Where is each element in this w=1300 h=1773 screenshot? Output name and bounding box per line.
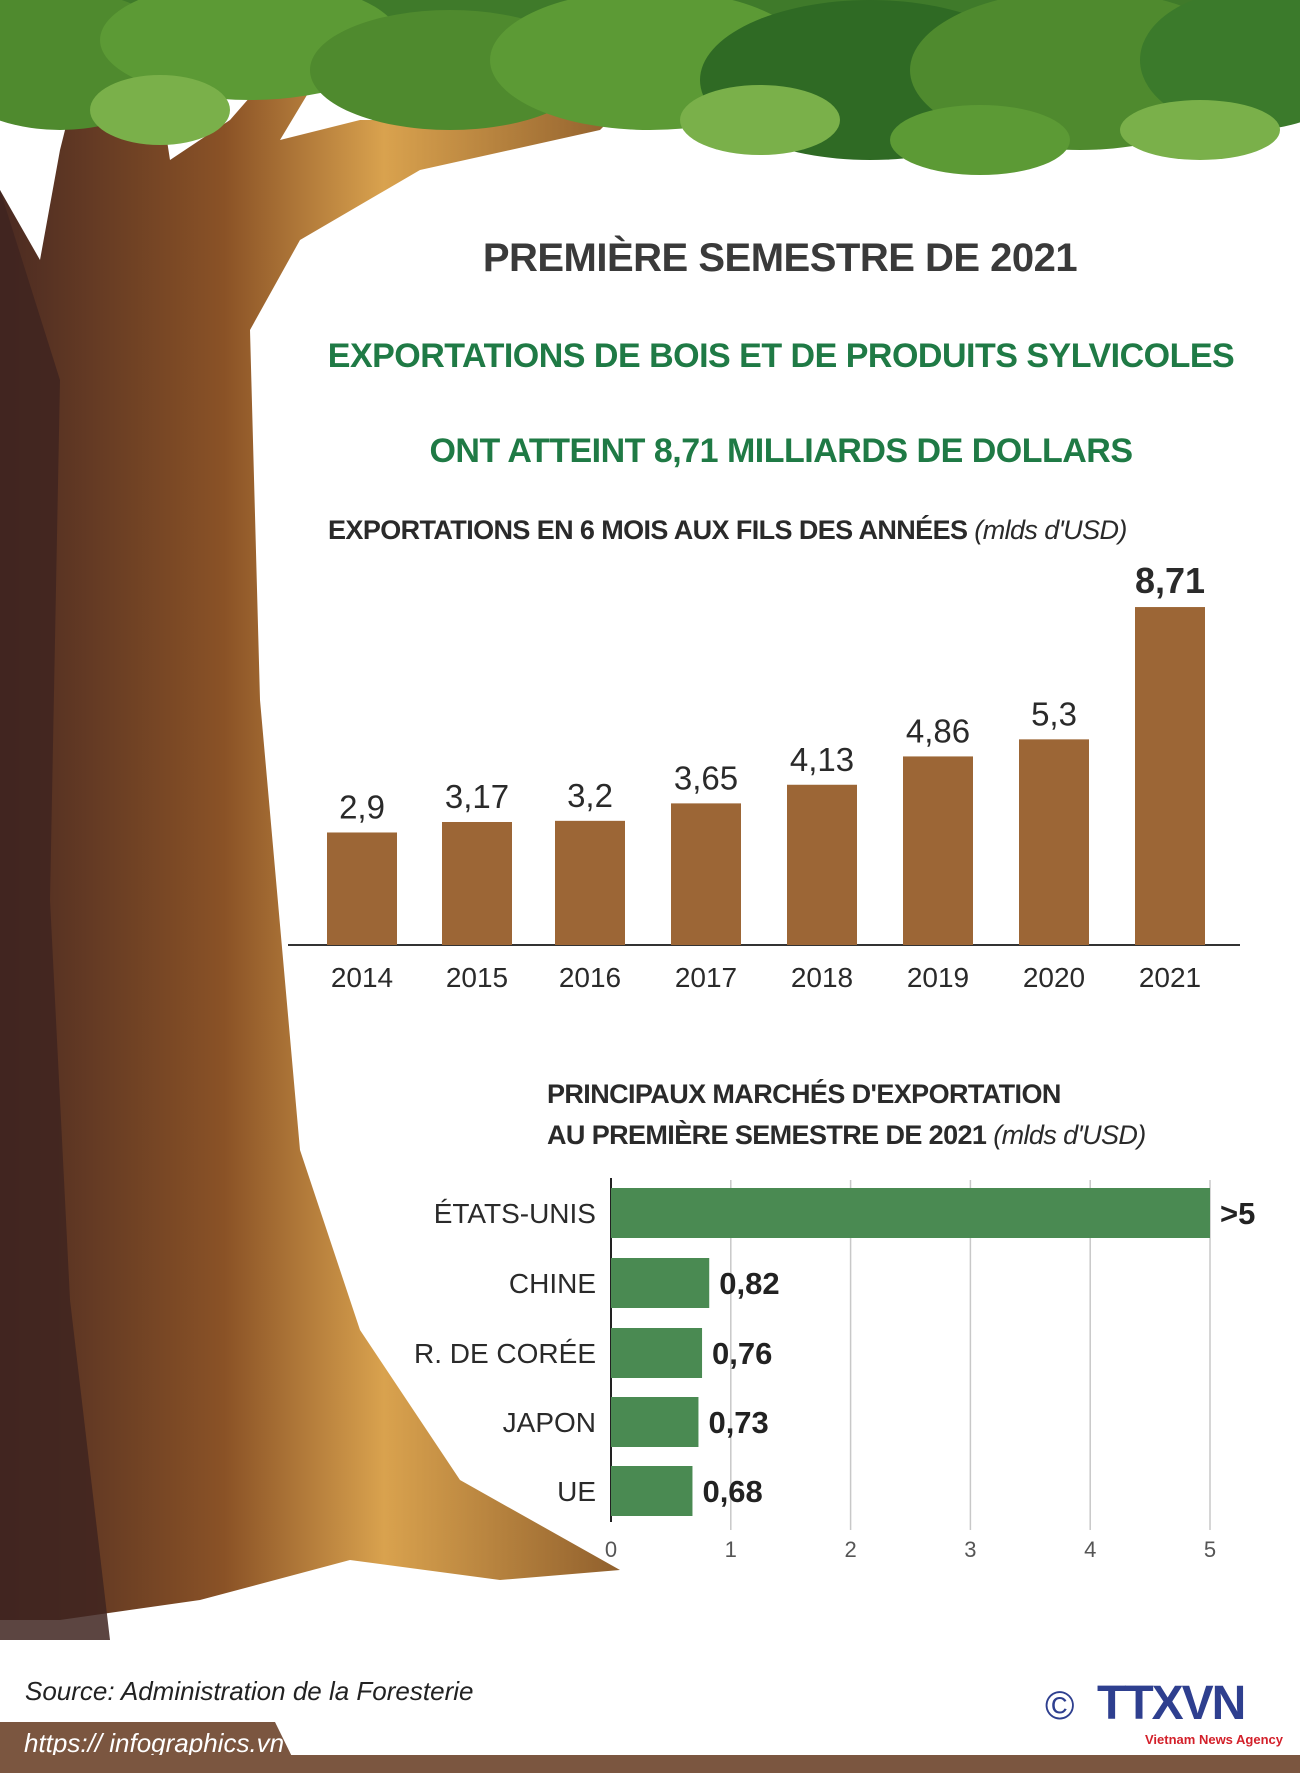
market-bar	[611, 1397, 699, 1447]
logo-subtext: Vietnam News Agency	[1145, 1732, 1283, 1747]
page-title: PREMIÈRE SEMESTRE DE 2021	[482, 236, 1078, 280]
year-tick-label: 2017	[675, 962, 737, 993]
bar-value-label: 3,2	[567, 777, 613, 814]
bar-2019	[903, 756, 973, 945]
bar-value-label: 5,3	[1031, 695, 1077, 732]
bar-2014	[327, 832, 397, 945]
market-value-label: 0,68	[702, 1474, 762, 1509]
logo-text: TTXVN	[1097, 1677, 1246, 1730]
market-category-label: JAPON	[503, 1407, 596, 1438]
market-category-label: CHINE	[509, 1268, 596, 1299]
x-tick-label: 2	[844, 1537, 856, 1562]
bar-2018	[787, 784, 857, 945]
tree-illustration	[0, 0, 1300, 1640]
market-bar	[611, 1328, 703, 1378]
market-category-label: ÉTATS-UNIS	[434, 1198, 596, 1229]
headline-line-2: ONT ATTEINT 8,71 MILLIARDS DE DOLLARS	[429, 432, 1133, 470]
year-tick-label: 2014	[331, 962, 393, 993]
bar-value-label: 4,13	[790, 741, 854, 778]
market-value-label: >5	[1220, 1196, 1255, 1231]
year-tick-label: 2021	[1139, 962, 1201, 993]
year-tick-label: 2019	[907, 962, 969, 993]
bar-value-label: 8,71	[1135, 560, 1205, 601]
year-tick-label: 2018	[791, 962, 853, 993]
x-tick-label: 4	[1084, 1537, 1096, 1562]
market-chart-title-line1: PRINCIPAUX MARCHÉS D'EXPORTATION	[547, 1079, 1061, 1109]
bar-value-label: 2,9	[339, 788, 385, 825]
market-chart-title-line2: AU PREMIÈRE SEMESTRE DE 2021	[547, 1120, 987, 1150]
bar-2015	[442, 822, 512, 945]
market-bar	[611, 1188, 1210, 1238]
website-link[interactable]: https:// infographics.vn	[24, 1728, 285, 1758]
x-tick-label: 5	[1204, 1537, 1216, 1562]
bar-2017	[671, 803, 741, 945]
bar-2021	[1135, 607, 1205, 945]
year-tick-label: 2016	[559, 962, 621, 993]
market-chart-title: PRINCIPAUX MARCHÉS D'EXPORTATION AU PREM…	[547, 1074, 1146, 1156]
market-chart-unit: (mlds d'USD)	[993, 1120, 1146, 1150]
bar-chart-title: EXPORTATIONS EN 6 MOIS AUX FILS DES ANNÉ…	[328, 515, 1127, 546]
market-value-label: 0,73	[708, 1405, 768, 1440]
bar-2020	[1019, 739, 1089, 945]
x-tick-label: 0	[605, 1537, 617, 1562]
copyright-icon: ©	[1045, 1684, 1075, 1728]
source-note: Source: Administration de la Foresterie	[25, 1676, 474, 1706]
market-category-label: R. DE CORÉE	[414, 1338, 596, 1369]
bar-chart-title-text: EXPORTATIONS EN 6 MOIS AUX FILS DES ANNÉ…	[328, 515, 968, 545]
headline-line-1: EXPORTATIONS DE BOIS ET DE PRODUITS SYLV…	[327, 337, 1235, 375]
market-bar	[611, 1466, 693, 1516]
canopy-leaves	[0, 0, 1300, 175]
bar-value-label: 3,65	[674, 759, 738, 796]
trunk-shape	[0, 30, 640, 1620]
trunk-shadow	[0, 190, 110, 1640]
bar-2016	[555, 820, 625, 945]
year-tick-label: 2020	[1023, 962, 1085, 993]
x-tick-label: 1	[725, 1537, 737, 1562]
footer-band	[0, 1755, 1300, 1773]
bar-value-label: 3,17	[445, 778, 509, 815]
bar-value-label: 4,86	[906, 712, 970, 749]
year-tick-label: 2015	[446, 962, 508, 993]
bar-chart-unit: (mlds d'USD)	[974, 515, 1127, 545]
market-value-label: 0,76	[712, 1336, 772, 1371]
x-tick-label: 3	[964, 1537, 976, 1562]
market-category-label: UE	[557, 1476, 596, 1507]
market-bar	[611, 1258, 710, 1308]
market-value-label: 0,82	[719, 1266, 779, 1301]
